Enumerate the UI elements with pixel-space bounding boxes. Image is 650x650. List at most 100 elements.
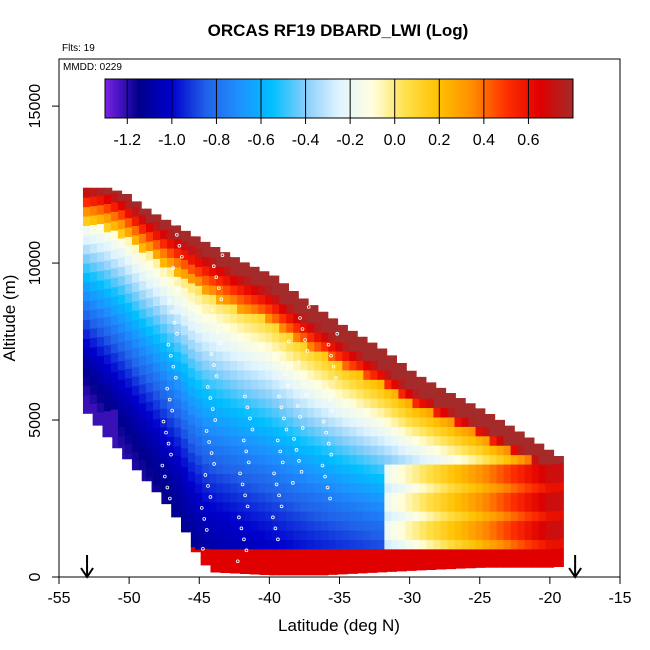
field-cell xyxy=(335,529,343,540)
field-cell xyxy=(545,501,554,512)
field-cell xyxy=(272,492,280,503)
field-cell xyxy=(398,529,407,540)
observation-point xyxy=(295,404,300,408)
field-cell xyxy=(314,369,322,380)
field-cell xyxy=(188,461,196,472)
observation-point xyxy=(170,309,174,314)
field-cell xyxy=(96,195,105,206)
field-cell xyxy=(216,520,224,531)
field-cell xyxy=(166,210,175,221)
observation-point xyxy=(325,485,330,490)
field-cell xyxy=(335,463,343,474)
field-cell xyxy=(307,511,315,522)
field-cell xyxy=(482,454,491,465)
field-cell xyxy=(202,369,210,380)
field-cell xyxy=(300,407,308,418)
field-cell xyxy=(475,463,484,474)
field-cell xyxy=(567,518,575,528)
field-cell xyxy=(195,370,203,381)
field-cell xyxy=(159,464,168,475)
field-cell xyxy=(342,435,350,446)
field-cell xyxy=(293,454,301,465)
field-cell xyxy=(181,475,189,486)
field-cell xyxy=(293,567,301,576)
field-cell xyxy=(545,473,554,484)
field-cell xyxy=(356,454,364,465)
field-cell xyxy=(426,567,435,576)
observation-point xyxy=(219,297,224,301)
field-cell xyxy=(103,212,112,223)
field-cell xyxy=(251,360,259,371)
field-cell xyxy=(202,378,210,389)
observation-point xyxy=(237,515,241,520)
observation-point xyxy=(209,352,214,356)
field-cell xyxy=(209,379,217,390)
field-cell xyxy=(166,511,175,522)
field-cell xyxy=(300,285,308,296)
field-cell xyxy=(342,416,350,427)
field-cell xyxy=(412,454,421,465)
field-cell xyxy=(251,511,259,522)
field-cell xyxy=(258,341,266,352)
field-cell xyxy=(307,379,315,390)
field-cell xyxy=(433,379,442,390)
field-cell xyxy=(124,283,133,294)
field-cell xyxy=(475,501,484,512)
field-cell xyxy=(188,480,196,491)
field-cell xyxy=(209,369,217,380)
field-cell xyxy=(265,548,273,559)
field-cell xyxy=(335,369,343,380)
observation-point xyxy=(161,518,166,523)
field-cell xyxy=(426,529,435,540)
field-cell xyxy=(377,369,385,380)
field-cell xyxy=(286,341,294,352)
field-cell xyxy=(517,426,526,437)
field-cell xyxy=(166,332,175,343)
field-cell xyxy=(482,416,491,427)
field-cell xyxy=(545,529,554,540)
field-cell xyxy=(328,398,336,409)
field-cell xyxy=(412,567,421,576)
field-cell xyxy=(335,322,343,333)
field-cell xyxy=(195,483,203,494)
field-cell xyxy=(272,416,280,427)
field-cell xyxy=(103,241,112,252)
field-cell xyxy=(482,501,491,512)
field-cell xyxy=(202,397,210,408)
field-cell xyxy=(405,511,414,522)
field-cell xyxy=(454,529,463,540)
observation-point xyxy=(181,211,185,215)
field-cell xyxy=(426,463,435,474)
observation-point xyxy=(220,253,225,258)
observation-point xyxy=(210,407,215,411)
field-cell xyxy=(202,293,210,305)
field-cell xyxy=(300,482,308,493)
field-cell xyxy=(496,416,505,427)
field-cell xyxy=(244,529,252,540)
field-cell xyxy=(174,521,182,532)
field-cell xyxy=(244,511,252,522)
field-cell xyxy=(419,407,428,418)
field-cell xyxy=(419,463,428,474)
observation-point xyxy=(275,438,280,443)
field-cell xyxy=(552,529,561,540)
field-cell xyxy=(342,473,350,484)
field-cell xyxy=(251,529,259,540)
field-cell xyxy=(251,256,259,267)
field-cell xyxy=(510,529,519,540)
field-cell xyxy=(489,520,498,531)
field-cell xyxy=(145,231,154,242)
field-cell xyxy=(138,440,147,451)
field-cell xyxy=(468,416,477,427)
field-cell xyxy=(166,417,175,428)
field-cell xyxy=(209,454,217,465)
field-cell xyxy=(265,266,273,277)
field-cell xyxy=(152,258,161,269)
field-cell xyxy=(251,539,259,550)
field-cell xyxy=(166,426,175,437)
field-cell xyxy=(335,482,343,493)
field-cell xyxy=(152,201,161,212)
field-cell xyxy=(384,548,392,559)
observation-point xyxy=(169,353,173,358)
field-cell xyxy=(321,567,329,576)
